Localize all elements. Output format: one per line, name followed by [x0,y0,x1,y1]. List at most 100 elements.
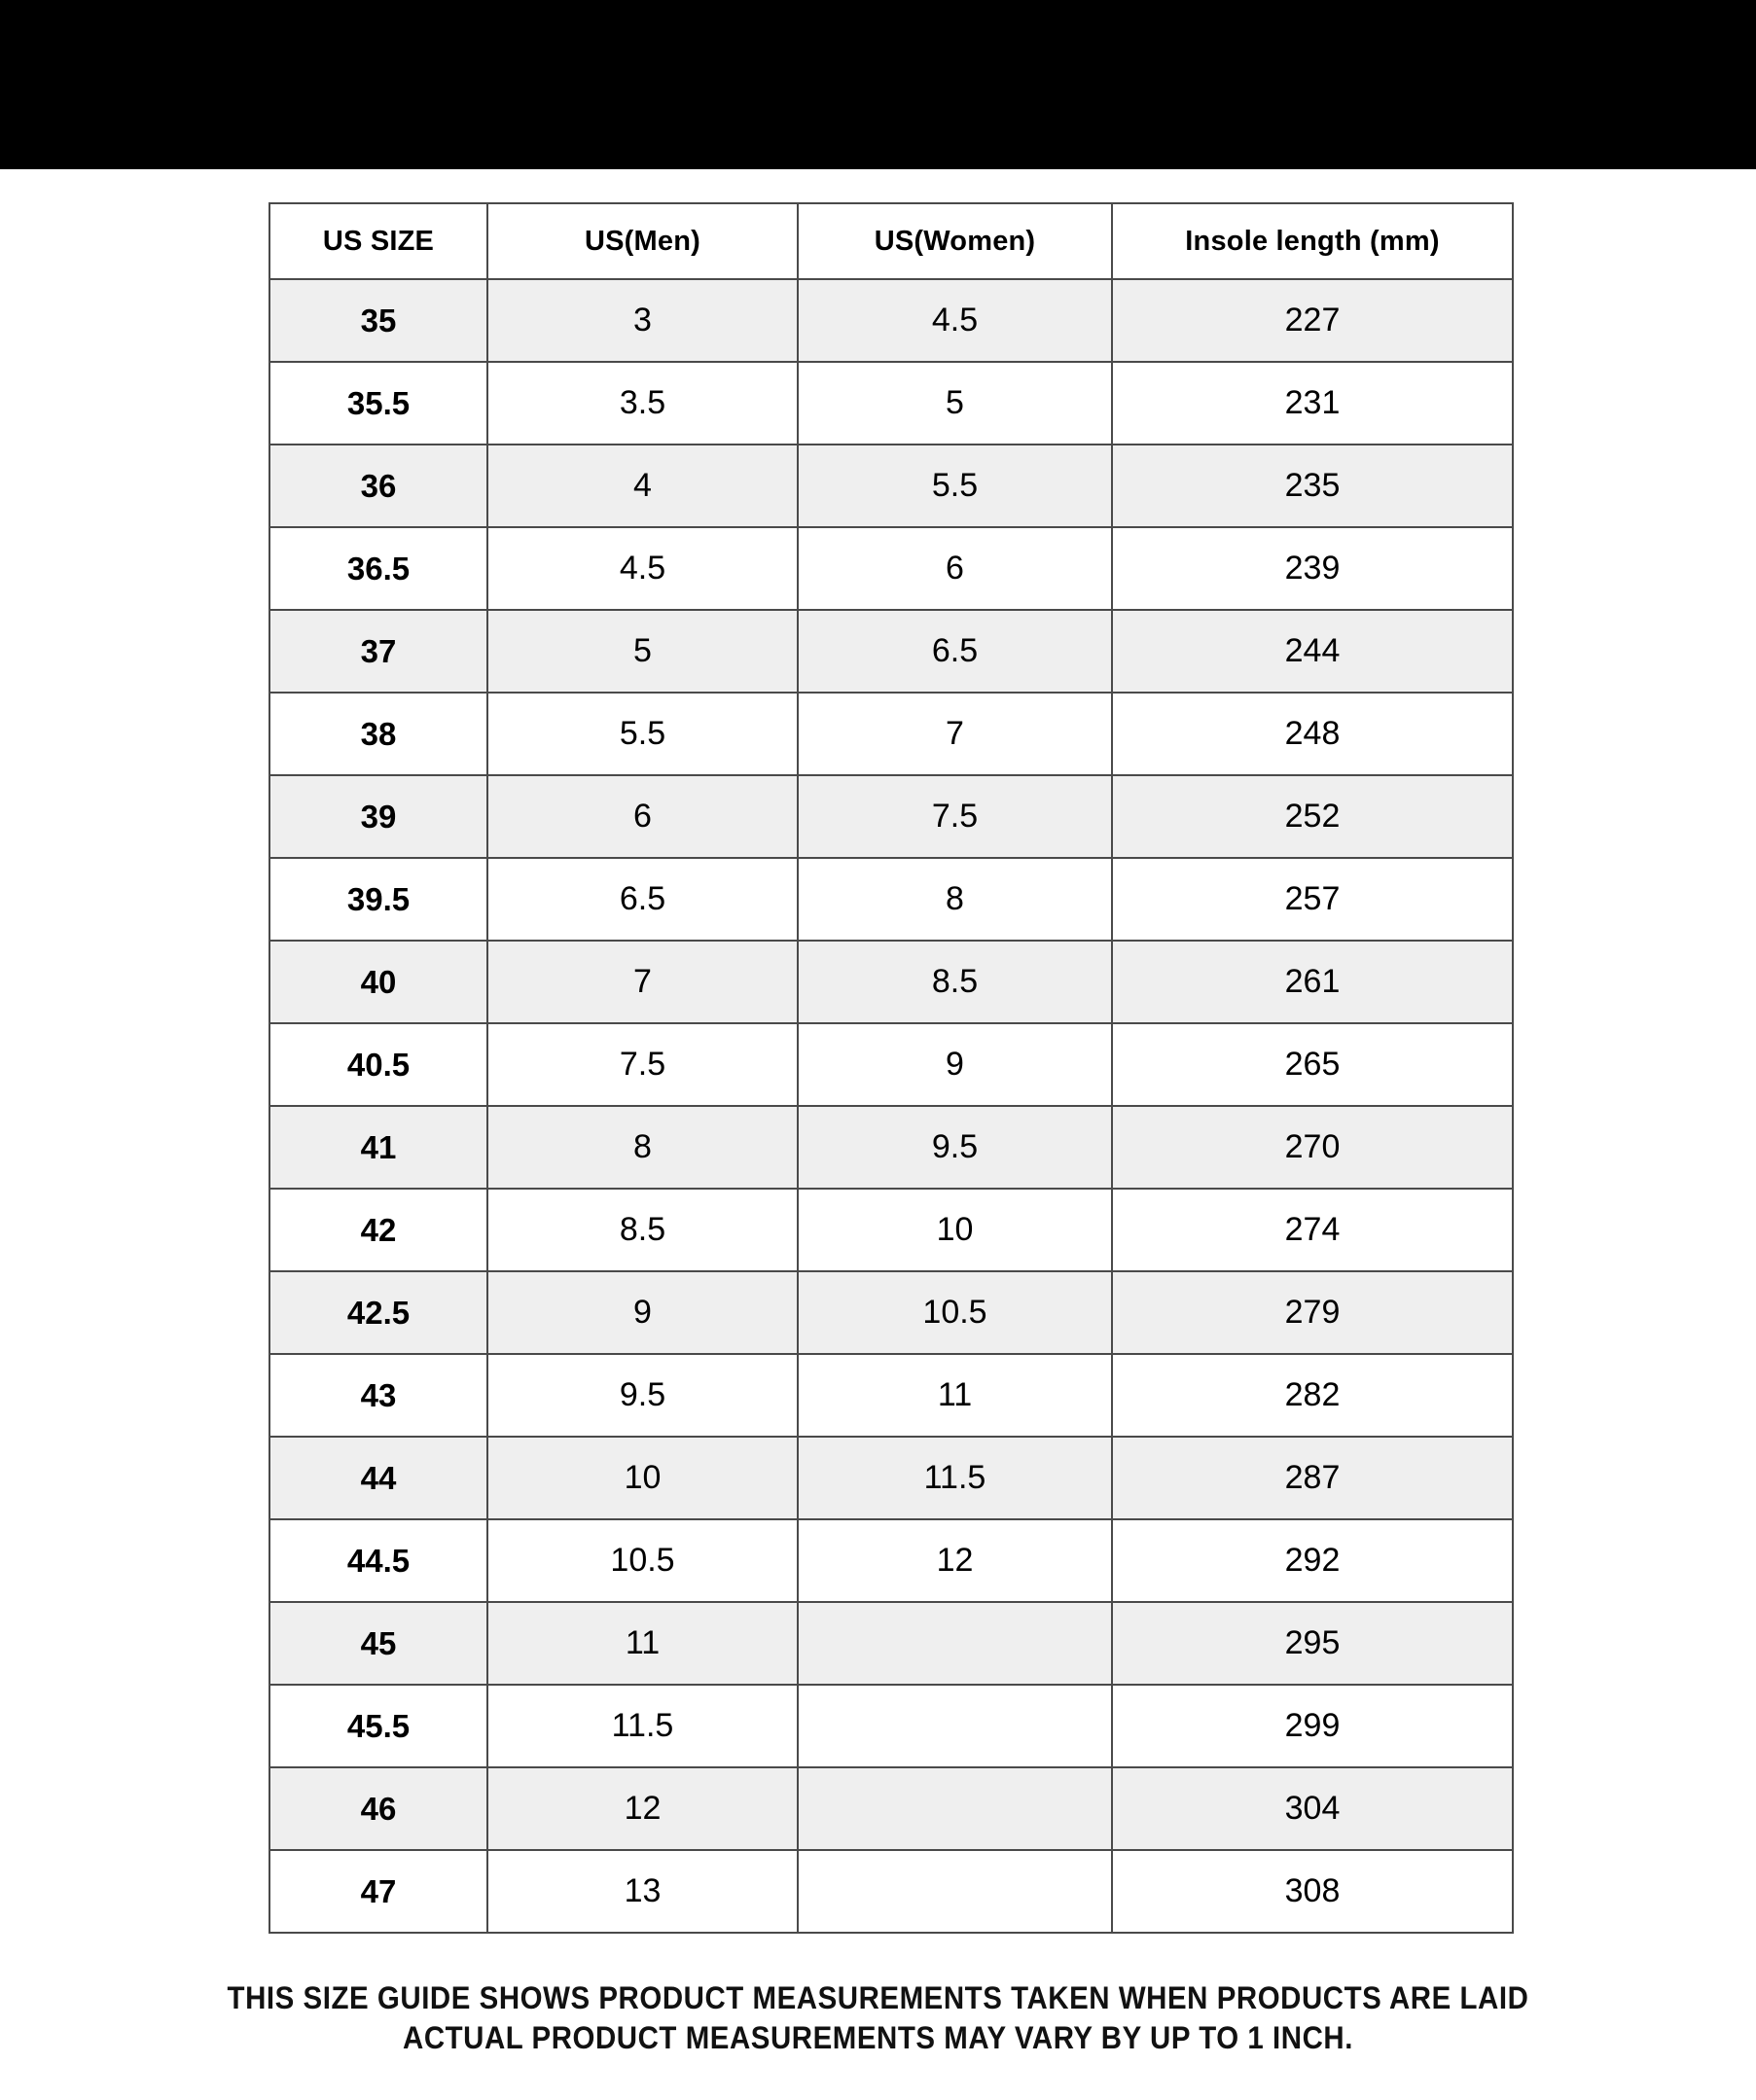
table-row: 40 7 8.5 261 [269,940,1514,1024]
table-row: 46 12 304 [269,1766,1514,1851]
cell-us-men: 6 [486,774,799,859]
column-header-us-women: US(Women) [797,202,1113,280]
cell-us-women: 9.5 [797,1105,1113,1190]
cell-insole-length: 287 [1111,1436,1514,1520]
cell-insole-length: 295 [1111,1601,1514,1686]
table-row: 37 5 6.5 244 [269,609,1514,694]
cell-us-women [797,1684,1113,1768]
top-black-banner [0,0,1756,169]
cell-insole-length: 274 [1111,1188,1514,1272]
table-header-row: US SIZE US(Men) US(Women) Insole length … [269,202,1514,280]
footer-note-line-2: ACTUAL PRODUCT MEASUREMENTS MAY VARY BY … [403,2019,1353,2055]
cell-insole-length: 304 [1111,1766,1514,1851]
cell-us-size: 42 [269,1188,488,1272]
footer-note-line-1: THIS SIZE GUIDE SHOWS PRODUCT MEASUREMEN… [227,1980,1529,2015]
cell-us-men: 11.5 [486,1684,799,1768]
table-row: 36 4 5.5 235 [269,444,1514,528]
cell-insole-length: 248 [1111,692,1514,776]
cell-us-men: 4 [486,444,799,528]
column-header-insole-length: Insole length (mm) [1111,202,1514,280]
table-row: 45 11 295 [269,1601,1514,1686]
column-header-us-men: US(Men) [486,202,799,280]
cell-us-size: 40 [269,940,488,1024]
table-row: 45.5 11.5 299 [269,1684,1514,1768]
cell-us-men: 12 [486,1766,799,1851]
table-row: 40.5 7.5 9 265 [269,1022,1514,1107]
cell-us-men: 4.5 [486,526,799,611]
table-row: 39 6 7.5 252 [269,774,1514,859]
table-row: 35 3 4.5 227 [269,278,1514,363]
cell-us-men: 9 [486,1270,799,1355]
cell-us-men: 3.5 [486,361,799,445]
cell-us-size: 44.5 [269,1518,488,1603]
cell-insole-length: 235 [1111,444,1514,528]
cell-us-size: 37 [269,609,488,694]
cell-us-women: 11.5 [797,1436,1113,1520]
cell-us-women: 5.5 [797,444,1113,528]
cell-us-size: 39 [269,774,488,859]
cell-insole-length: 282 [1111,1353,1514,1438]
cell-us-size: 47 [269,1849,488,1934]
table-row: 36.5 4.5 6 239 [269,526,1514,611]
cell-us-women: 8 [797,857,1113,942]
cell-us-size: 41 [269,1105,488,1190]
size-guide-page-body: US SIZE US(Men) US(Women) Insole length … [0,169,1756,2100]
cell-us-women: 10 [797,1188,1113,1272]
cell-us-men: 5.5 [486,692,799,776]
cell-insole-length: 279 [1111,1270,1514,1355]
cell-us-men: 3 [486,278,799,363]
table-row: 35.5 3.5 5 231 [269,361,1514,445]
cell-us-women [797,1849,1113,1934]
cell-us-women: 7.5 [797,774,1113,859]
cell-insole-length: 308 [1111,1849,1514,1934]
cell-us-size: 43 [269,1353,488,1438]
column-header-us-size: US SIZE [269,202,488,280]
cell-us-men: 7 [486,940,799,1024]
cell-us-size: 45 [269,1601,488,1686]
size-chart-container: US SIZE US(Men) US(Women) Insole length … [269,202,1514,1934]
table-row: 41 8 9.5 270 [269,1105,1514,1190]
cell-us-women: 12 [797,1518,1113,1603]
cell-us-size: 38 [269,692,488,776]
table-row: 44.5 10.5 12 292 [269,1518,1514,1603]
cell-insole-length: 239 [1111,526,1514,611]
cell-us-women: 11 [797,1353,1113,1438]
cell-insole-length: 299 [1111,1684,1514,1768]
cell-us-men: 5 [486,609,799,694]
table-row: 44 10 11.5 287 [269,1436,1514,1520]
cell-us-size: 35.5 [269,361,488,445]
cell-us-women: 10.5 [797,1270,1113,1355]
table-row: 42.5 9 10.5 279 [269,1270,1514,1355]
cell-us-men: 13 [486,1849,799,1934]
cell-us-size: 44 [269,1436,488,1520]
cell-insole-length: 244 [1111,609,1514,694]
cell-us-women: 8.5 [797,940,1113,1024]
cell-us-women [797,1601,1113,1686]
table-body: 35 3 4.5 227 35.5 3.5 5 231 36 4 5.5 235 36.5 4.5 6 239… [269,278,1514,1934]
table-row: 43 9.5 11 282 [269,1353,1514,1438]
cell-insole-length: 261 [1111,940,1514,1024]
cell-insole-length: 227 [1111,278,1514,363]
table-header: US SIZE US(Men) US(Women) Insole length … [269,202,1514,280]
size-chart-table: US SIZE US(Men) US(Women) Insole length … [269,202,1514,1934]
cell-us-size: 40.5 [269,1022,488,1107]
cell-us-size: 36.5 [269,526,488,611]
cell-insole-length: 270 [1111,1105,1514,1190]
cell-insole-length: 265 [1111,1022,1514,1107]
size-guide-footer-note: THIS SIZE GUIDE SHOWS PRODUCT MEASUREMEN… [70,1978,1686,2058]
cell-us-women [797,1766,1113,1851]
cell-us-women: 4.5 [797,278,1113,363]
cell-us-men: 11 [486,1601,799,1686]
cell-us-men: 8.5 [486,1188,799,1272]
cell-us-men: 7.5 [486,1022,799,1107]
cell-us-size: 45.5 [269,1684,488,1768]
cell-us-men: 10 [486,1436,799,1520]
cell-us-women: 9 [797,1022,1113,1107]
cell-insole-length: 257 [1111,857,1514,942]
cell-us-women: 5 [797,361,1113,445]
cell-insole-length: 231 [1111,361,1514,445]
cell-us-size: 46 [269,1766,488,1851]
cell-us-women: 6 [797,526,1113,611]
cell-us-women: 6.5 [797,609,1113,694]
cell-us-size: 39.5 [269,857,488,942]
